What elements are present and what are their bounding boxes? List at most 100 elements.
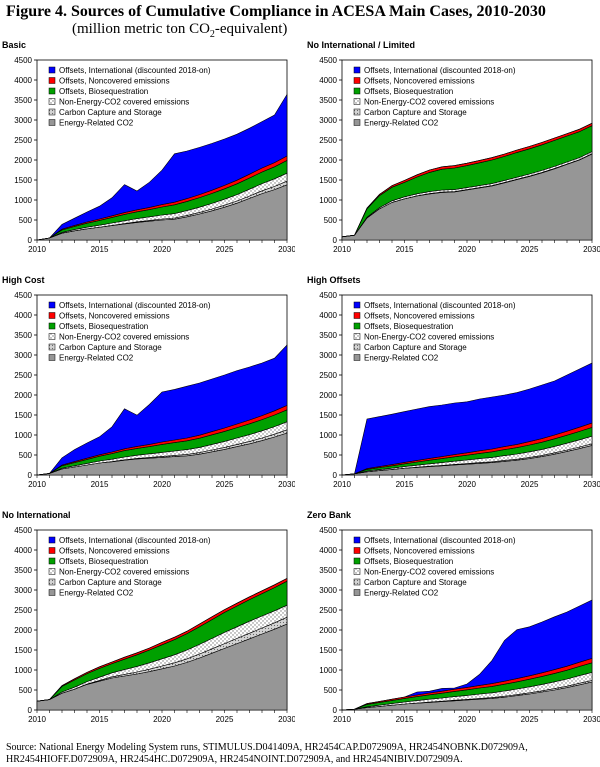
y-tick-label: 2000 [319,626,337,635]
x-tick-label: 2020 [153,245,171,254]
x-tick-label: 2015 [91,245,109,254]
legend-swatch-offsets-noncovered-emissions [353,547,361,554]
y-tick-label: 0 [28,471,33,480]
y-tick-label: 0 [333,706,338,715]
y-tick-label: 2500 [14,136,32,145]
x-tick-label: 2015 [396,245,414,254]
legend-swatch-offsets-noncovered-emissions [353,77,361,84]
y-tick-label: 2000 [319,156,337,165]
legend-label-offsets-biosequestration: Offsets, Biosequestration [59,87,148,96]
legend-swatch-energy-related-co2 [353,354,361,361]
legend-label-carbon-capture-and-storage: Carbon Capture and Storage [364,578,467,587]
legend-swatch-energy-related-co2 [48,119,56,126]
legend-label-offsets-international-discounted-2018-on: Offsets, International (discounted 2018-… [59,536,211,545]
area-offsets-international-discounted-2018-on [36,578,288,702]
legend-label-offsets-biosequestration: Offsets, Biosequestration [59,557,148,566]
legend-label-non-energy-co2-covered-emissions: Non-Energy-CO2 covered emissions [59,333,189,342]
legend-swatch-offsets-biosequestration [353,557,361,565]
y-tick-label: 3000 [14,586,32,595]
legend-swatch-offsets-international-discounted-2018-on [48,536,56,544]
legend-swatch-offsets-international-discounted-2018-on [353,301,361,309]
y-tick-label: 2500 [14,371,32,380]
x-tick-label: 2025 [216,480,234,489]
y-tick-label: 1500 [319,646,337,655]
y-tick-label: 4500 [319,526,337,535]
x-tick-label: 2030 [278,245,295,254]
y-tick-label: 4000 [14,311,32,320]
x-tick-label: 2025 [521,715,539,724]
y-tick-label: 1000 [14,196,32,205]
y-tick-label: 500 [324,686,338,695]
legend-swatch-non-energy-co2-covered-emissions [48,333,56,340]
panel-title: No International [2,510,71,520]
x-tick-label: 2020 [458,245,476,254]
x-tick-label: 2025 [521,480,539,489]
legend-swatch-offsets-biosequestration [48,87,56,95]
legend-label-non-energy-co2-covered-emissions: Non-Energy-CO2 covered emissions [364,98,494,107]
y-tick-label: 4500 [14,291,32,300]
x-tick-label: 2015 [396,715,414,724]
y-tick-label: 3000 [14,351,32,360]
legend-label-energy-related-co2: Energy-Related CO2 [364,354,439,363]
y-tick-label: 3500 [319,566,337,575]
y-tick-label: 0 [333,236,338,245]
y-tick-label: 0 [28,236,33,245]
legend-label-non-energy-co2-covered-emissions: Non-Energy-CO2 covered emissions [364,333,494,342]
y-tick-label: 1000 [14,666,32,675]
chart-panel-no-international: No International 0 500 1000 1500 2000 2500 300… [0,510,295,740]
legend-swatch-carbon-capture-and-storage [48,343,56,351]
legend-label-offsets-noncovered-emissions: Offsets, Noncovered emissions [59,312,170,321]
y-tick-label: 2000 [14,156,32,165]
legend-swatch-energy-related-co2 [353,589,361,596]
legend-label-non-energy-co2-covered-emissions: Non-Energy-CO2 covered emissions [364,568,494,577]
x-tick-label: 2030 [583,245,600,254]
legend-label-offsets-biosequestration: Offsets, Biosequestration [59,322,148,331]
legend-label-energy-related-co2: Energy-Related CO2 [59,589,134,598]
x-tick-label: 2010 [28,245,46,254]
y-tick-label: 4500 [319,56,337,65]
y-tick-label: 3500 [14,96,32,105]
chart-svg: 0 500 1000 1500 2000 2500 3000 3500 4000 4500 2010… [319,56,600,254]
panel-title: Zero Bank [307,510,352,520]
legend-swatch-carbon-capture-and-storage [353,108,361,116]
area-offsets-international-discounted-2018-on [36,344,288,476]
chart-svg: 0 500 1000 1500 2000 2500 3000 3500 4000 4500 2010… [14,56,295,254]
x-tick-label: 2020 [153,480,171,489]
y-tick-label: 1000 [14,431,32,440]
legend-label-carbon-capture-and-storage: Carbon Capture and Storage [364,108,467,117]
legend-label-offsets-international-discounted-2018-on: Offsets, International (discounted 2018-… [364,301,516,310]
y-tick-label: 2500 [319,371,337,380]
legend-label-energy-related-co2: Energy-Related CO2 [364,589,439,598]
x-tick-label: 2010 [333,715,351,724]
legend-swatch-carbon-capture-and-storage [48,108,56,116]
y-tick-label: 2000 [14,626,32,635]
legend-swatch-offsets-international-discounted-2018-on [353,536,361,544]
subtitle-suffix: -equivalent) [214,21,288,37]
area-offsets-international-discounted-2018-on [341,599,593,711]
legend-label-offsets-biosequestration: Offsets, Biosequestration [364,557,453,566]
x-tick-label: 2030 [583,480,600,489]
y-tick-label: 1000 [319,666,337,675]
y-tick-label: 2000 [14,391,32,400]
chart-svg: 0 500 1000 1500 2000 2500 3000 3500 4000 4500 2010… [319,526,600,724]
y-tick-label: 3500 [319,96,337,105]
y-tick-label: 0 [333,471,338,480]
y-tick-label: 4000 [14,546,32,555]
y-tick-label: 4500 [14,526,32,535]
y-tick-label: 4000 [319,311,337,320]
legend-swatch-offsets-international-discounted-2018-on [353,66,361,74]
legend-swatch-carbon-capture-and-storage [353,578,361,586]
legend-label-offsets-noncovered-emissions: Offsets, Noncovered emissions [364,312,475,321]
source-note: Source: National Energy Modeling System … [6,742,528,765]
y-tick-label: 3500 [14,331,32,340]
legend-label-offsets-noncovered-emissions: Offsets, Noncovered emissions [364,77,475,86]
y-tick-label: 3500 [319,331,337,340]
legend-label-non-energy-co2-covered-emissions: Non-Energy-CO2 covered emissions [59,98,189,107]
legend-swatch-carbon-capture-and-storage [353,343,361,351]
x-tick-label: 2010 [28,715,46,724]
y-tick-label: 4000 [319,76,337,85]
x-tick-label: 2030 [278,715,295,724]
x-tick-label: 2030 [583,715,600,724]
y-tick-label: 2500 [319,606,337,615]
legend-label-carbon-capture-and-storage: Carbon Capture and Storage [59,343,162,352]
